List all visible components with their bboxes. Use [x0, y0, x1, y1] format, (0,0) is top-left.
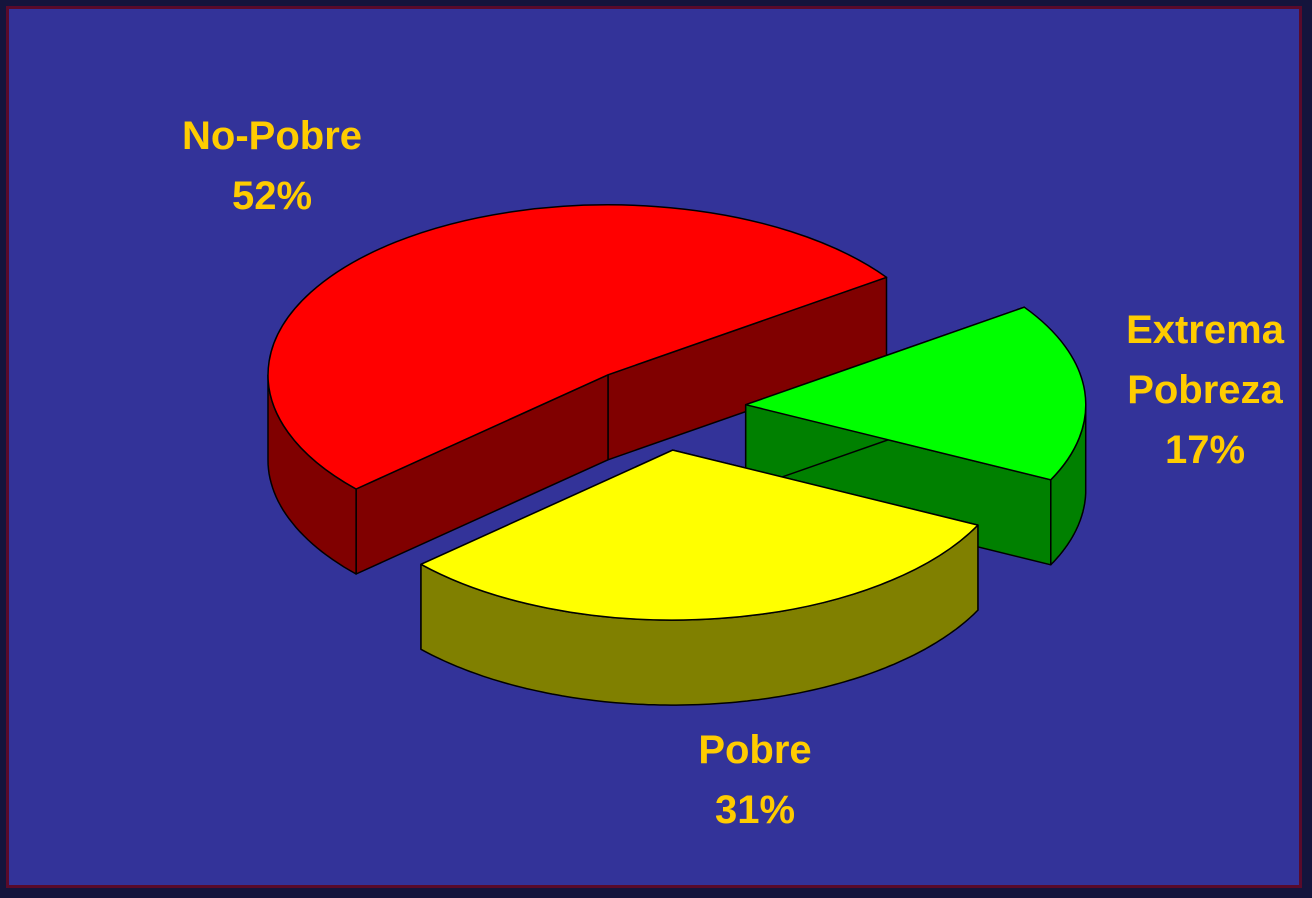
category-name: Extrema Pobreza: [1126, 308, 1284, 412]
slice-top: [744, 306, 1087, 481]
category-name: No-Pobre: [182, 114, 362, 158]
slice-top: [267, 204, 888, 490]
category-name: Pobre: [698, 728, 812, 772]
slice-label: Extrema Pobreza 17%: [1105, 300, 1305, 480]
value-label: 52%: [231, 174, 313, 218]
value-label: 31%: [714, 788, 796, 832]
slice-top: [420, 449, 979, 621]
slice-label: Pobre 31%: [635, 720, 875, 840]
pie-slice: [420, 449, 979, 706]
pie-slice: [267, 204, 888, 575]
value-label: 17%: [1164, 428, 1246, 472]
slice-label: No-Pobre 52%: [152, 106, 392, 226]
